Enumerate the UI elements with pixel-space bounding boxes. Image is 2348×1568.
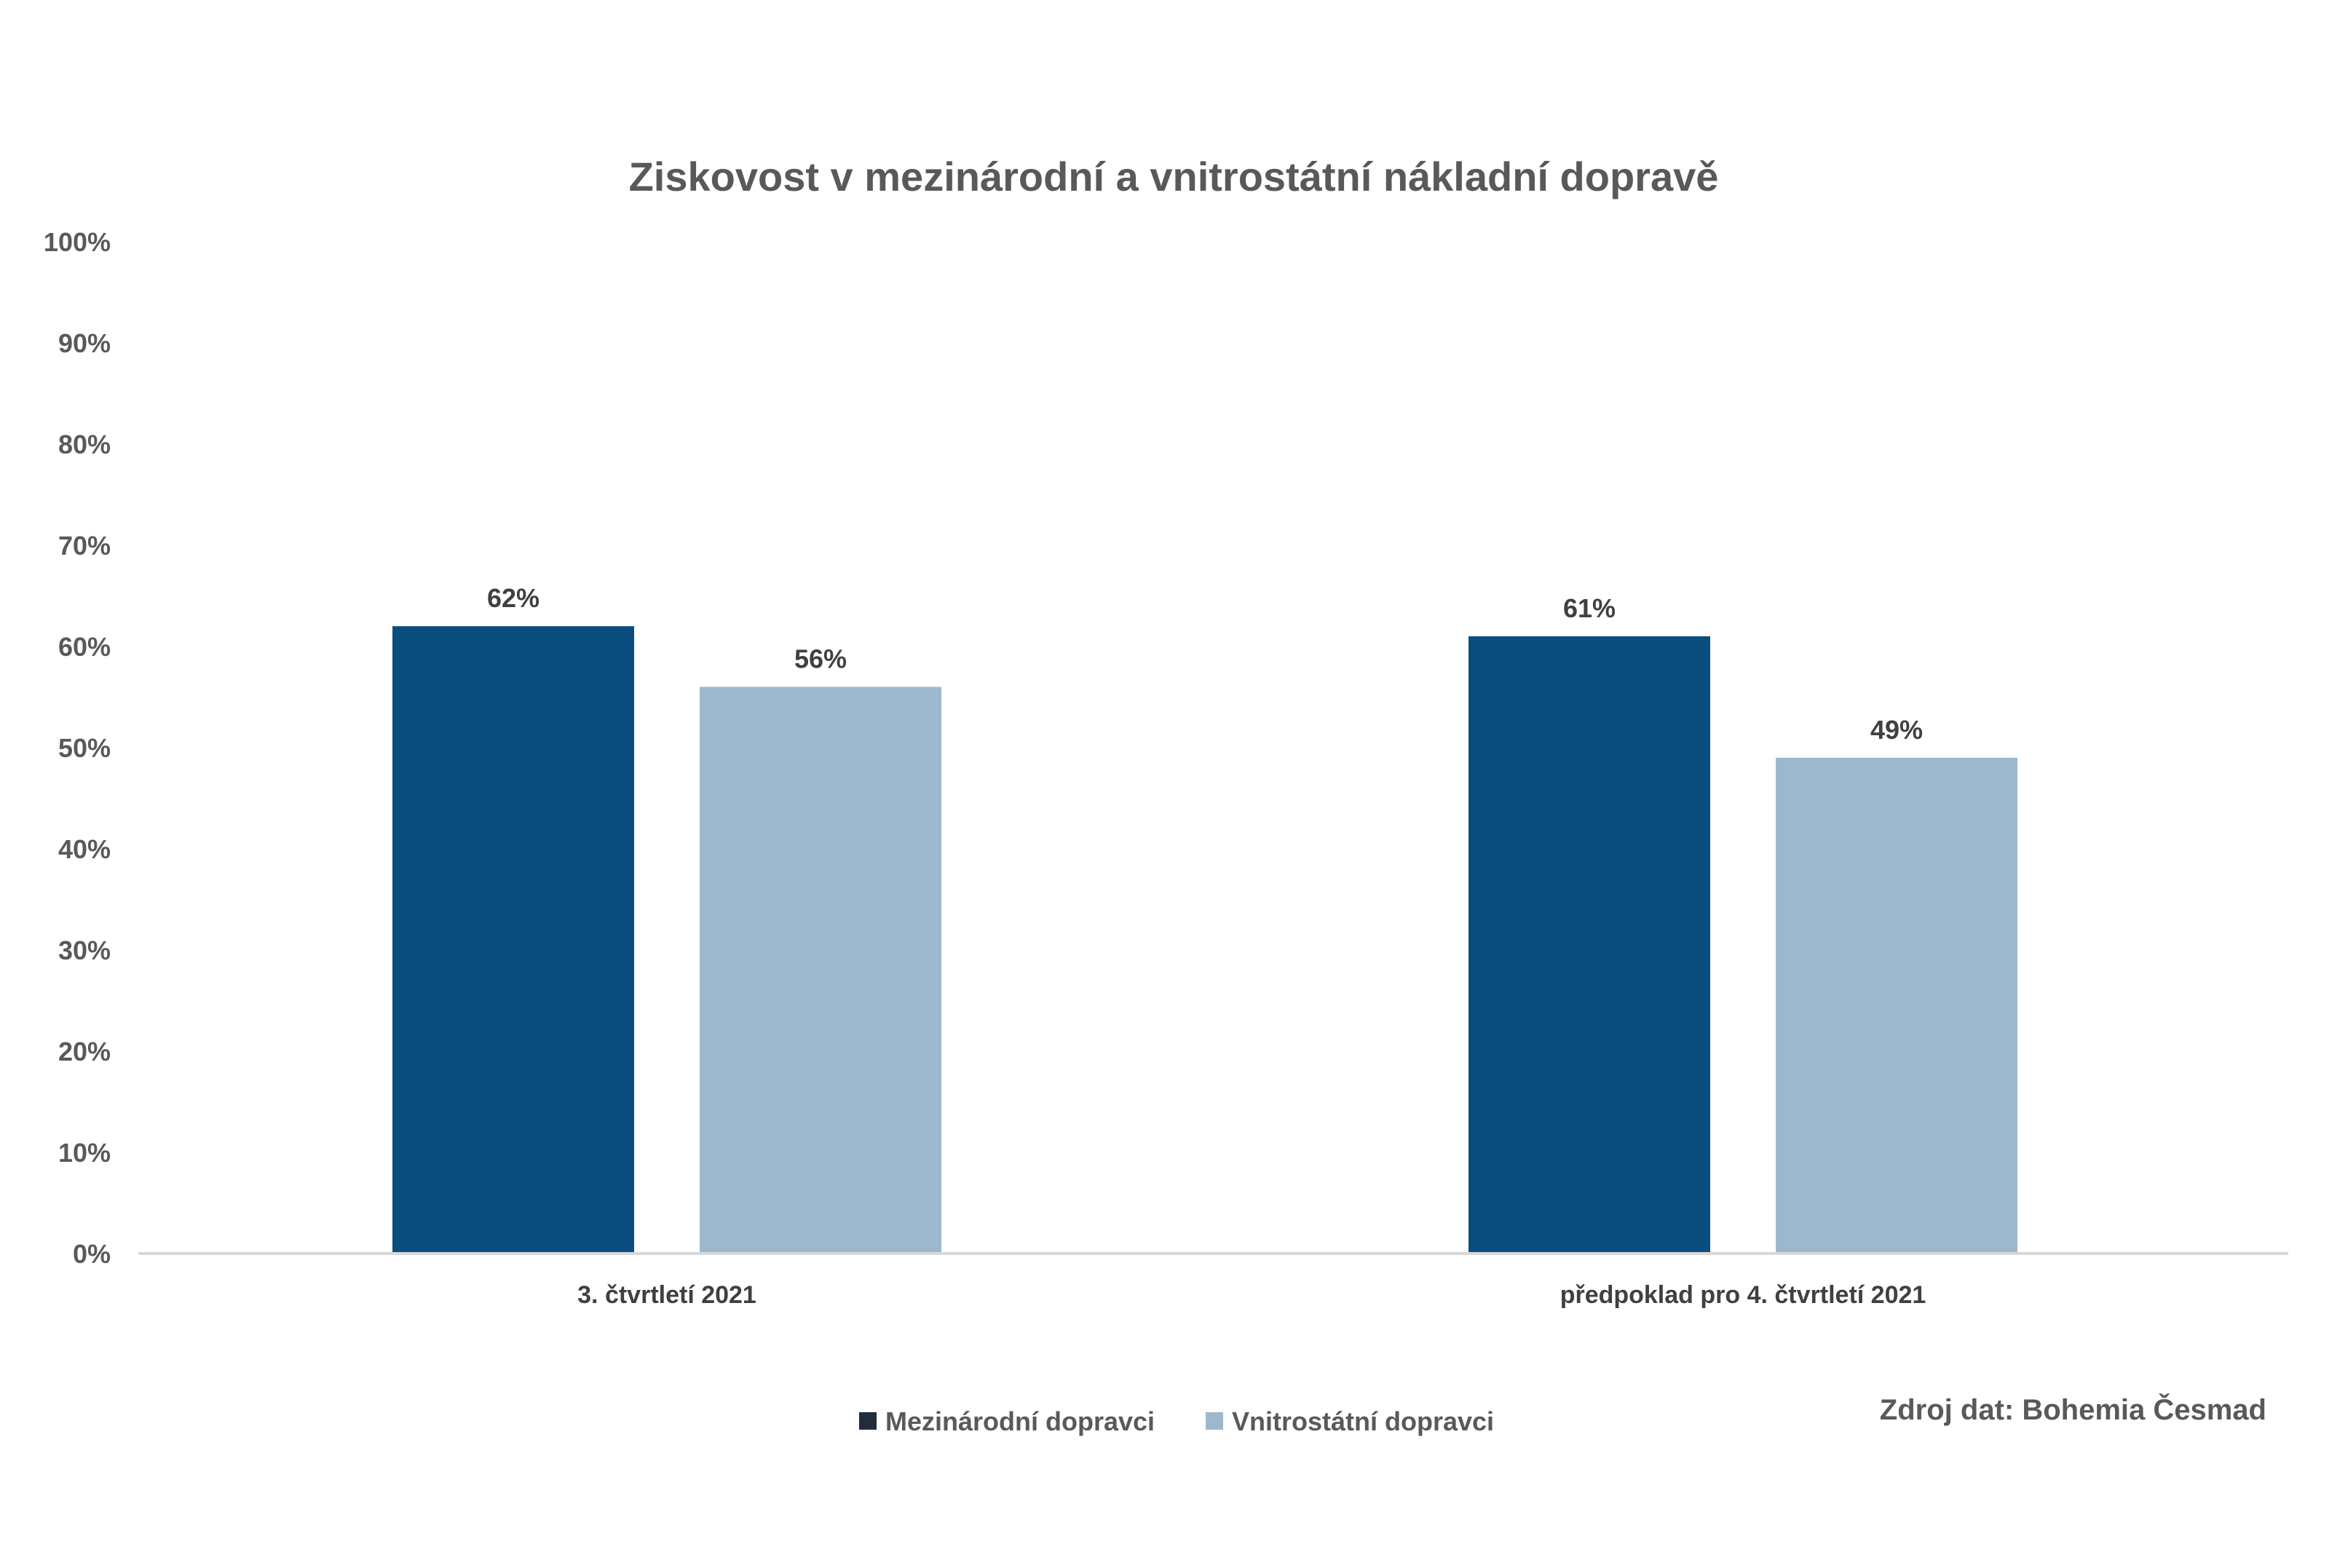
y-tick-label: 20% [58, 1037, 111, 1066]
y-tick-label: 90% [58, 328, 111, 358]
y-tick-label: 100% [44, 227, 111, 257]
y-tick-label: 0% [73, 1239, 111, 1269]
y-tick-label: 50% [58, 733, 111, 763]
x-axis: 3. čtvrtletí 2021 předpoklad pro 4. čtvrt… [577, 1281, 1926, 1309]
y-tick-label: 30% [58, 935, 111, 965]
y-tick-label: 10% [58, 1138, 111, 1168]
legend-label: Mezinárodní dopravci [885, 1406, 1155, 1436]
y-tick-label: 40% [58, 834, 111, 864]
bar-vnitrostatni-0 [700, 686, 941, 1254]
bar-vnitrostatni-1 [1776, 757, 2017, 1254]
chart-title: Ziskovost v mezinárodní a vnitrostátní n… [629, 154, 1719, 199]
data-label: 56% [794, 644, 847, 674]
source-note: Zdroj dat: Bohemia Česmad [1880, 1393, 2266, 1426]
y-tick-label: 60% [58, 632, 111, 662]
legend-label: Vnitrostátní dopravci [1232, 1406, 1494, 1436]
legend-swatch [1206, 1412, 1223, 1430]
y-tick-label: 80% [58, 429, 111, 459]
data-label: 61% [1563, 593, 1616, 623]
data-label: 49% [1870, 715, 1923, 745]
legend-swatch [859, 1412, 877, 1430]
y-tick-label: 70% [58, 531, 111, 561]
bar-mezinarodni-1 [1469, 636, 1710, 1254]
x-tick-label: předpoklad pro 4. čtvrtletí 2021 [1560, 1281, 1926, 1309]
x-tick-label: 3. čtvrtletí 2021 [577, 1281, 756, 1309]
legend: Mezinárodní dopravci Vnitrostátní dopravc… [859, 1406, 1494, 1436]
data-label: 62% [487, 583, 539, 613]
bar-mezinarodni-0 [392, 626, 634, 1254]
y-axis: 0% 10% 20% 30% 40% 50% 60% 70% 80% 90% 100% [44, 227, 111, 1269]
plot-area: 62% 56% 61% 49% [392, 583, 2017, 1254]
